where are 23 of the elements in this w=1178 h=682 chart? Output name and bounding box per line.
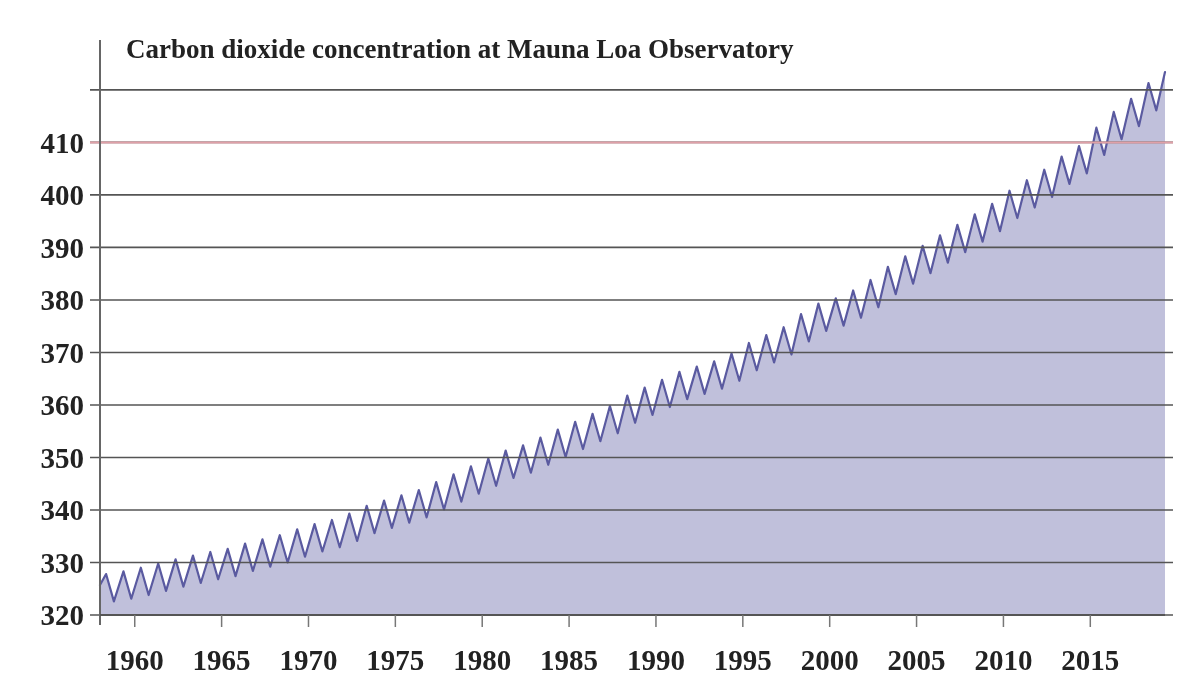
y-tick-label: 350 <box>40 441 84 474</box>
x-tick-label: 1985 <box>540 644 599 676</box>
y-tick-label: 340 <box>40 494 84 527</box>
y-tick-label: 370 <box>40 336 84 369</box>
x-tick-label: 1990 <box>626 644 685 676</box>
x-tick-label: 2015 <box>1061 644 1120 676</box>
x-tick-label: 1965 <box>192 644 251 676</box>
y-tick-label: 320 <box>40 599 84 632</box>
y-tick-label: 410 <box>40 126 84 159</box>
y-tick-label: 390 <box>40 231 84 264</box>
x-tick-label: 2000 <box>800 644 859 676</box>
x-tick-label: 1995 <box>713 644 772 676</box>
x-tick-label: 2005 <box>887 644 946 676</box>
x-tick-label: 1975 <box>366 644 425 676</box>
x-tick-label: 2010 <box>974 644 1033 676</box>
x-tick-label: 1970 <box>279 644 338 676</box>
y-tick-label: 330 <box>40 546 84 579</box>
y-tick-label: 380 <box>40 284 84 317</box>
y-tick-label: 360 <box>40 389 84 422</box>
chart-title: Carbon dioxide concentration at Mauna Loa Observatory <box>126 34 794 64</box>
x-tick-label: 1960 <box>105 644 164 676</box>
x-tick-label: 1980 <box>453 644 512 676</box>
y-tick-label: 400 <box>40 179 84 212</box>
